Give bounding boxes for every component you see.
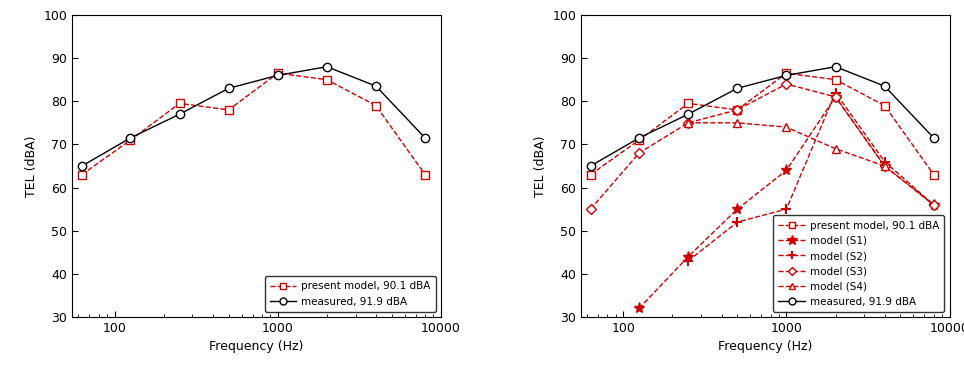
Y-axis label: TEL (dBA): TEL (dBA): [25, 135, 38, 197]
Y-axis label: TEL (dBA): TEL (dBA): [534, 135, 547, 197]
X-axis label: Frequency (Hz): Frequency (Hz): [209, 341, 304, 354]
X-axis label: Frequency (Hz): Frequency (Hz): [718, 341, 813, 354]
Legend: present model, 90.1 dBA, model (S1), model (S2), model (S3), model (S4), measure: present model, 90.1 dBA, model (S1), mod…: [773, 215, 945, 312]
Legend: present model, 90.1 dBA, measured, 91.9 dBA: present model, 90.1 dBA, measured, 91.9 …: [265, 276, 436, 312]
